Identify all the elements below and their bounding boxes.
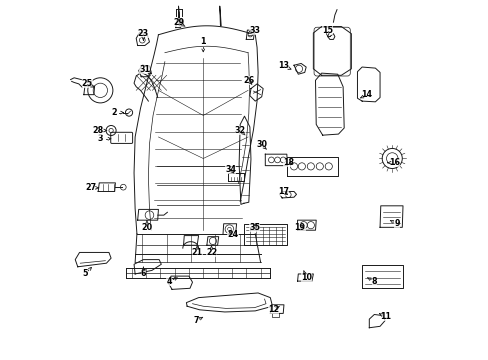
- Text: 14: 14: [361, 90, 372, 99]
- Text: 11: 11: [380, 312, 391, 321]
- Text: 26: 26: [243, 76, 254, 85]
- Text: 30: 30: [256, 140, 266, 149]
- Text: 24: 24: [227, 230, 238, 239]
- Text: 17: 17: [277, 187, 288, 196]
- Text: 6: 6: [141, 269, 146, 278]
- Text: 20: 20: [141, 223, 152, 232]
- Text: 2: 2: [112, 108, 117, 117]
- Text: 32: 32: [234, 126, 245, 135]
- Text: 27: 27: [85, 183, 96, 192]
- Text: 16: 16: [388, 158, 399, 167]
- Text: 22: 22: [205, 248, 217, 257]
- Text: 25: 25: [81, 80, 93, 89]
- Text: 9: 9: [393, 219, 399, 228]
- Text: 18: 18: [282, 158, 293, 167]
- Text: 1: 1: [200, 37, 205, 46]
- Text: 15: 15: [322, 26, 332, 35]
- Text: 7: 7: [193, 316, 199, 325]
- Text: 31: 31: [139, 65, 150, 74]
- Text: 10: 10: [300, 273, 311, 282]
- Text: 12: 12: [268, 305, 279, 314]
- Text: 4: 4: [166, 276, 172, 285]
- Text: 13: 13: [277, 62, 288, 71]
- Text: 5: 5: [82, 269, 87, 278]
- Text: 28: 28: [92, 126, 103, 135]
- Text: 35: 35: [248, 223, 260, 232]
- Text: 33: 33: [248, 26, 260, 35]
- Text: 34: 34: [225, 166, 236, 175]
- Text: 21: 21: [191, 248, 203, 257]
- Text: 23: 23: [138, 29, 149, 38]
- Text: 19: 19: [294, 223, 305, 232]
- Text: 29: 29: [173, 18, 184, 27]
- Text: 3: 3: [98, 134, 103, 143]
- Text: 8: 8: [371, 276, 376, 285]
